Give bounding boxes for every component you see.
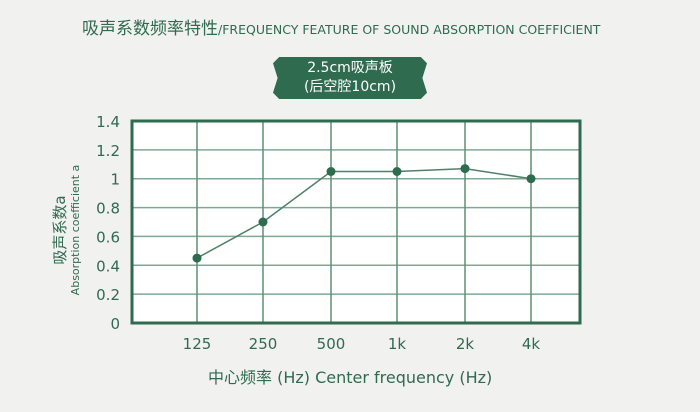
y-tick-label: 1.2 — [96, 142, 120, 160]
y-label-en: Absorption coefficient a — [69, 164, 82, 296]
x-tick-label: 125 — [183, 335, 212, 353]
data-point — [460, 164, 470, 174]
data-point — [192, 253, 202, 263]
y-tick-label: 0.8 — [96, 200, 120, 218]
y-tick-label: 0 — [110, 315, 120, 333]
y-tick-label: 0.4 — [96, 257, 120, 275]
data-point — [526, 174, 536, 184]
x-tick-label: 250 — [249, 335, 278, 353]
data-point — [326, 167, 336, 176]
data-point — [392, 167, 402, 176]
y-tick-label: 0.6 — [96, 228, 120, 246]
y-tick-label: 1 — [110, 171, 120, 189]
title-en: /FREQUENCY FEATURE OF SOUND ABSORPTION C… — [218, 22, 601, 37]
series-line — [196, 167, 532, 259]
plot-frame — [130, 119, 582, 325]
plot-area — [132, 121, 580, 323]
data-point — [258, 217, 268, 227]
y-label-cn: 吸声系数a — [51, 195, 69, 265]
x-tick-label: 4k — [522, 335, 541, 353]
x-axis-label: 中心频率 (Hz) Center frequency (Hz) — [208, 368, 493, 387]
y-axis-label: 吸声系数a Absorption coefficient a — [51, 160, 82, 300]
badge-line2: (后空腔10cm) — [303, 79, 397, 95]
badge-line1: 2.5cm吸声板 — [307, 60, 393, 76]
chart-title: 吸声系数频率特性/FREQUENCY FEATURE OF SOUND ABSO… — [82, 14, 600, 39]
product-badge: 2.5cm吸声板 (后空腔10cm) — [273, 57, 427, 99]
title-cn: 吸声系数频率特性 — [82, 19, 218, 39]
x-tick-label: 500 — [317, 335, 346, 353]
y-tick-label: 1.4 — [96, 113, 120, 131]
y-tick-label: 0.2 — [96, 286, 120, 304]
x-tick-label: 2k — [456, 335, 475, 353]
x-tick-label: 1k — [388, 335, 407, 353]
